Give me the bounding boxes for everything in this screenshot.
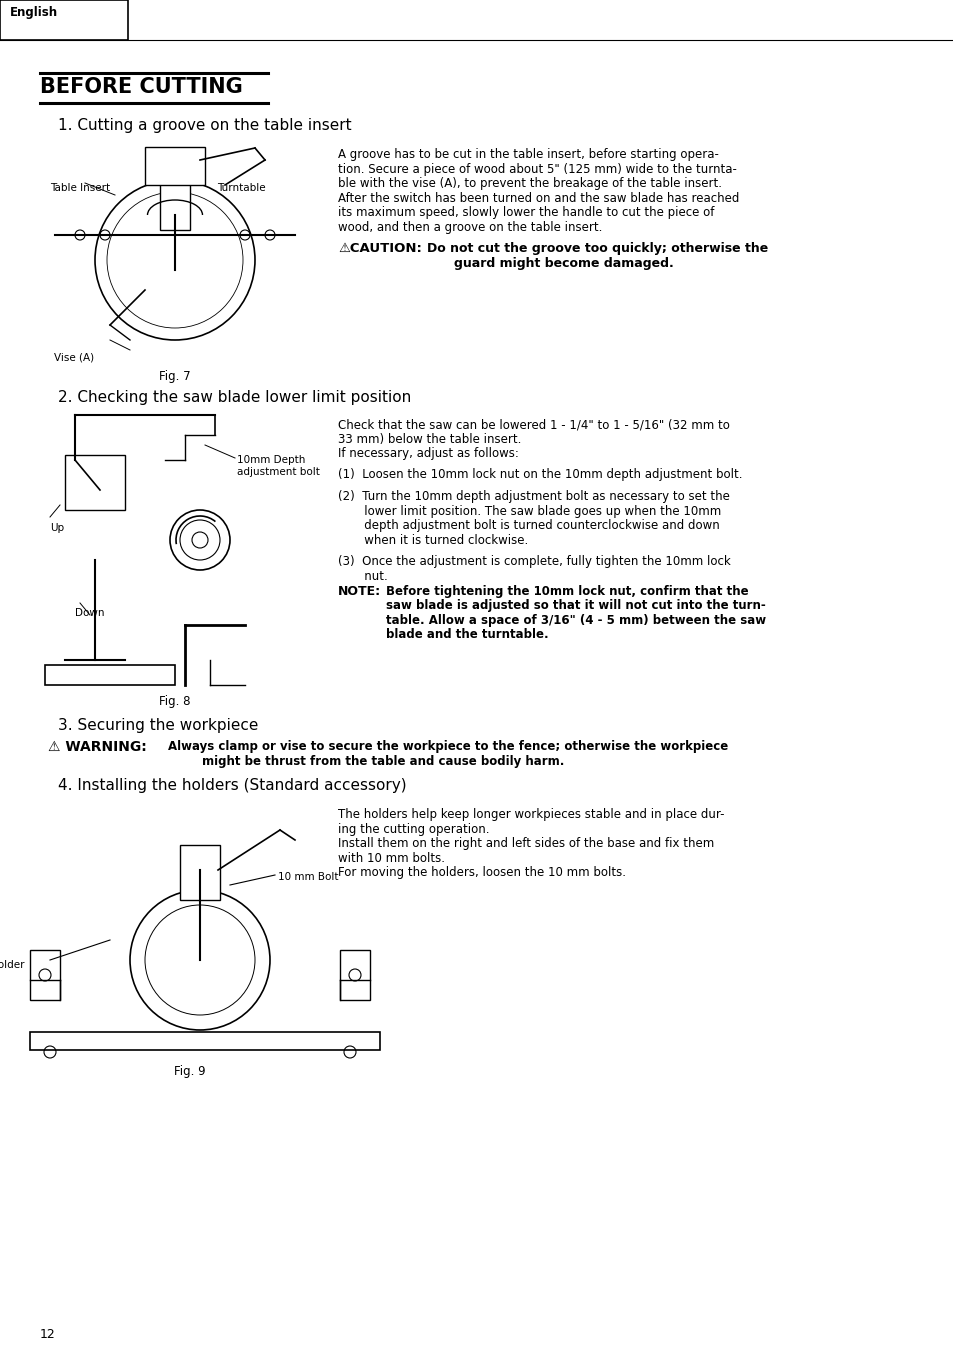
Text: 10mm Depth: 10mm Depth — [236, 455, 305, 465]
Text: ble with the vise (A), to prevent the breakage of the table insert.: ble with the vise (A), to prevent the br… — [337, 177, 721, 190]
Text: Table Insert: Table Insert — [50, 182, 110, 193]
Text: Before tightening the 10mm lock nut, confirm that the: Before tightening the 10mm lock nut, con… — [386, 585, 748, 598]
Text: Up: Up — [50, 523, 64, 534]
Text: when it is turned clockwise.: when it is turned clockwise. — [337, 534, 528, 547]
Text: (1)  Loosen the 10mm lock nut on the 10mm depth adjustment bolt.: (1) Loosen the 10mm lock nut on the 10mm… — [337, 467, 741, 481]
Text: Fig. 9: Fig. 9 — [174, 1065, 206, 1078]
Text: Down: Down — [75, 608, 105, 617]
Text: saw blade is adjusted so that it will not cut into the turn-: saw blade is adjusted so that it will no… — [386, 600, 765, 612]
Text: with 10 mm bolts.: with 10 mm bolts. — [337, 851, 444, 865]
Text: 1. Cutting a groove on the table insert: 1. Cutting a groove on the table insert — [58, 118, 352, 132]
Text: guard might become damaged.: guard might become damaged. — [454, 257, 673, 270]
Text: adjustment bolt: adjustment bolt — [236, 467, 319, 477]
Text: blade and the turntable.: blade and the turntable. — [386, 628, 548, 642]
Text: BEFORE CUTTING: BEFORE CUTTING — [40, 77, 242, 97]
Text: If necessary, adjust as follows:: If necessary, adjust as follows: — [337, 447, 518, 459]
Text: 12: 12 — [40, 1328, 55, 1342]
Text: table. Allow a space of 3/16" (4 - 5 mm) between the saw: table. Allow a space of 3/16" (4 - 5 mm)… — [386, 613, 765, 627]
Text: 33 mm) below the table insert.: 33 mm) below the table insert. — [337, 432, 521, 446]
FancyBboxPatch shape — [0, 0, 128, 41]
Text: tion. Secure a piece of wood about 5" (125 mm) wide to the turnta-: tion. Secure a piece of wood about 5" (1… — [337, 162, 736, 176]
Text: Install them on the right and left sides of the base and fix them: Install them on the right and left sides… — [337, 838, 714, 850]
FancyBboxPatch shape — [65, 455, 125, 509]
FancyBboxPatch shape — [30, 1032, 379, 1050]
FancyBboxPatch shape — [45, 665, 174, 685]
Text: Fig. 7: Fig. 7 — [159, 370, 191, 382]
FancyBboxPatch shape — [180, 844, 220, 900]
Text: For moving the holders, loosen the 10 mm bolts.: For moving the holders, loosen the 10 mm… — [337, 866, 625, 880]
Text: English: English — [10, 5, 58, 19]
Text: wood, and then a groove on the table insert.: wood, and then a groove on the table ins… — [337, 220, 601, 234]
Text: (2)  Turn the 10mm depth adjustment bolt as necessary to set the: (2) Turn the 10mm depth adjustment bolt … — [337, 490, 729, 503]
Text: Holder: Holder — [0, 961, 25, 970]
Text: 3. Securing the workpiece: 3. Securing the workpiece — [58, 717, 258, 734]
Text: its maximum speed, slowly lower the handle to cut the piece of: its maximum speed, slowly lower the hand… — [337, 205, 714, 219]
Text: 4. Installing the holders (Standard accessory): 4. Installing the holders (Standard acce… — [58, 778, 406, 793]
Text: 2. Checking the saw blade lower limit position: 2. Checking the saw blade lower limit po… — [58, 390, 411, 405]
Text: 10 mm Bolt: 10 mm Bolt — [277, 871, 338, 882]
Text: Turntable: Turntable — [216, 182, 265, 193]
Text: Check that the saw can be lowered 1 - 1/4" to 1 - 5/16" (32 mm to: Check that the saw can be lowered 1 - 1/… — [337, 417, 729, 431]
Text: Do not cut the groove too quickly; otherwise the: Do not cut the groove too quickly; other… — [427, 242, 767, 255]
Text: lower limit position. The saw blade goes up when the 10mm: lower limit position. The saw blade goes… — [337, 504, 720, 517]
Text: depth adjustment bolt is turned counterclockwise and down: depth adjustment bolt is turned counterc… — [337, 519, 719, 532]
Text: ing the cutting operation.: ing the cutting operation. — [337, 823, 489, 835]
Text: ⚠ WARNING:: ⚠ WARNING: — [48, 740, 147, 754]
Text: Vise (A): Vise (A) — [54, 353, 94, 363]
Text: A groove has to be cut in the table insert, before starting opera-: A groove has to be cut in the table inse… — [337, 149, 719, 161]
Text: The holders help keep longer workpieces stable and in place dur-: The holders help keep longer workpieces … — [337, 808, 723, 821]
Text: NOTE:: NOTE: — [337, 585, 381, 598]
Text: (3)  Once the adjustment is complete, fully tighten the 10mm lock: (3) Once the adjustment is complete, ful… — [337, 555, 730, 567]
Text: ⚠CAUTION:: ⚠CAUTION: — [337, 242, 421, 255]
Text: Always clamp or vise to secure the workpiece to the fence; otherwise the workpie: Always clamp or vise to secure the workp… — [168, 740, 727, 753]
FancyBboxPatch shape — [145, 147, 205, 185]
FancyBboxPatch shape — [160, 180, 190, 230]
Text: might be thrust from the table and cause bodily harm.: might be thrust from the table and cause… — [202, 755, 564, 767]
Text: After the switch has been turned on and the saw blade has reached: After the switch has been turned on and … — [337, 192, 739, 204]
FancyBboxPatch shape — [339, 950, 370, 1000]
Text: nut.: nut. — [337, 570, 387, 582]
FancyBboxPatch shape — [30, 950, 60, 1000]
Text: Fig. 8: Fig. 8 — [159, 694, 191, 708]
